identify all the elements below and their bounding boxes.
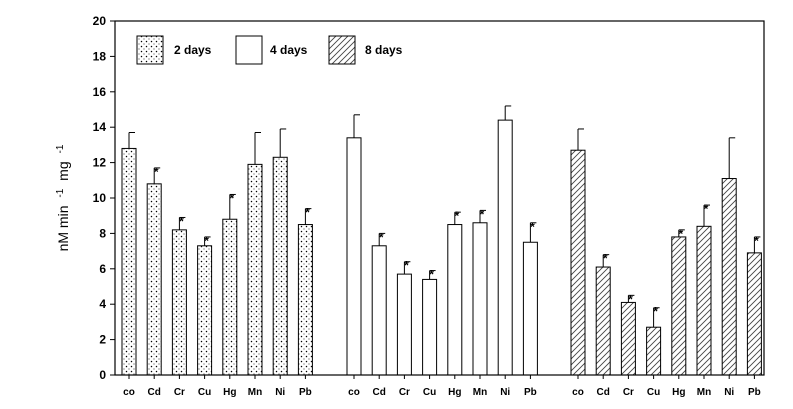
- x-tick-label: Pb: [748, 387, 761, 398]
- x-tick-label: Cu: [198, 387, 211, 398]
- bar-mn: [472, 222, 488, 376]
- y-tick-label: 4: [99, 297, 106, 311]
- y-axis-ticks: 0 2 4 6 8 10 12 14 16 18 20: [93, 14, 115, 382]
- bars: * * * * * * * * * * * * * * * * *: [121, 105, 762, 376]
- x-tick-label: co: [123, 387, 135, 398]
- bar-co: [570, 149, 586, 376]
- legend: 2 days 4 days 8 days: [136, 35, 403, 65]
- y-tick-label: 12: [93, 156, 107, 170]
- x-tick-label: Pb: [299, 387, 312, 398]
- bar-cd: [371, 245, 387, 376]
- x-tick-label: Hg: [672, 387, 685, 398]
- significance-star: *: [454, 209, 459, 223]
- x-tick-label: Pb: [524, 387, 537, 398]
- y-tick-label: 20: [93, 14, 107, 28]
- bar-cd: [595, 266, 611, 376]
- significance-star: *: [379, 230, 384, 244]
- x-tick-label: Cu: [647, 387, 660, 398]
- y-tick-label: 2: [99, 333, 106, 347]
- legend-label: 2 days: [174, 43, 212, 57]
- y-tick-label: 18: [93, 49, 107, 63]
- bar-cd: [146, 183, 162, 376]
- x-tick-label: co: [348, 387, 360, 398]
- x-axis-tick-labels: co Cd Cr Cu Hg Mn Ni Pb co Cd Cr Cu Hg Mn Ni Pb co Cd Cr Cu…: [123, 375, 761, 398]
- significance-star: *: [154, 165, 159, 179]
- significance-star: *: [653, 305, 658, 319]
- y-axis-label: nM min -1 mg -1: [50, 144, 71, 251]
- bar-ni: [497, 119, 513, 376]
- bar-hg: [447, 224, 463, 376]
- bar-ni: [721, 178, 737, 376]
- legend-swatch: [136, 35, 164, 65]
- x-tick-label: Cr: [623, 387, 634, 398]
- bar-cu: [197, 245, 213, 376]
- significance-star: *: [204, 234, 209, 248]
- bar-co: [121, 147, 137, 376]
- legend-swatch: [235, 35, 263, 65]
- x-tick-label: Ni: [275, 387, 285, 398]
- bar-ni: [272, 156, 288, 376]
- bar-pb: [297, 224, 313, 376]
- x-tick-label: Ni: [724, 387, 734, 398]
- x-tick-label: co: [572, 387, 584, 398]
- y-tick-label: 6: [99, 262, 106, 276]
- bar-pb: [746, 252, 762, 376]
- legend-swatch: [328, 35, 356, 65]
- x-tick-label: Mn: [473, 387, 487, 398]
- significance-star: *: [704, 202, 709, 216]
- significance-star: *: [480, 207, 485, 221]
- bar-hg: [222, 218, 238, 376]
- y-tick-label: 10: [93, 191, 107, 205]
- significance-star: *: [179, 214, 184, 228]
- x-tick-label: Cd: [597, 387, 610, 398]
- bar-cu: [646, 326, 662, 376]
- significance-star: *: [429, 268, 434, 282]
- y-tick-label: 0: [99, 368, 106, 382]
- bar-cr: [171, 229, 187, 376]
- x-tick-label: Cr: [399, 387, 410, 398]
- bar-mn: [696, 225, 712, 376]
- significance-star: *: [628, 292, 633, 306]
- y-axis-label-unit: nM min -1 mg -1: [50, 144, 71, 251]
- legend-label: 8 days: [365, 43, 403, 57]
- x-tick-label: Hg: [223, 387, 236, 398]
- plot-frame: [114, 20, 765, 376]
- x-tick-label: Cd: [148, 387, 161, 398]
- significance-star: *: [229, 191, 234, 205]
- bar-pb: [522, 241, 538, 376]
- x-tick-label: Hg: [448, 387, 461, 398]
- significance-star: *: [603, 252, 608, 266]
- bar-hg: [671, 236, 687, 376]
- significance-star: *: [305, 206, 310, 220]
- bar-co: [346, 137, 362, 376]
- legend-label: 4 days: [270, 43, 308, 57]
- bar-cu: [422, 278, 438, 376]
- y-tick-label: 14: [93, 120, 107, 134]
- y-tick-label: 8: [99, 226, 106, 240]
- significance-star: *: [678, 227, 683, 241]
- x-tick-label: Mn: [697, 387, 711, 398]
- significance-star: *: [754, 234, 759, 248]
- x-tick-label: Ni: [500, 387, 510, 398]
- significance-star: *: [530, 220, 535, 234]
- y-tick-label: 16: [93, 85, 107, 99]
- x-tick-label: Cu: [423, 387, 436, 398]
- significance-star: *: [404, 259, 409, 273]
- bar-mn: [247, 163, 263, 376]
- x-tick-label: Cd: [373, 387, 386, 398]
- x-tick-label: Mn: [248, 387, 262, 398]
- x-tick-label: Cr: [174, 387, 185, 398]
- bar-cr: [620, 301, 636, 376]
- bar-cr: [396, 273, 412, 376]
